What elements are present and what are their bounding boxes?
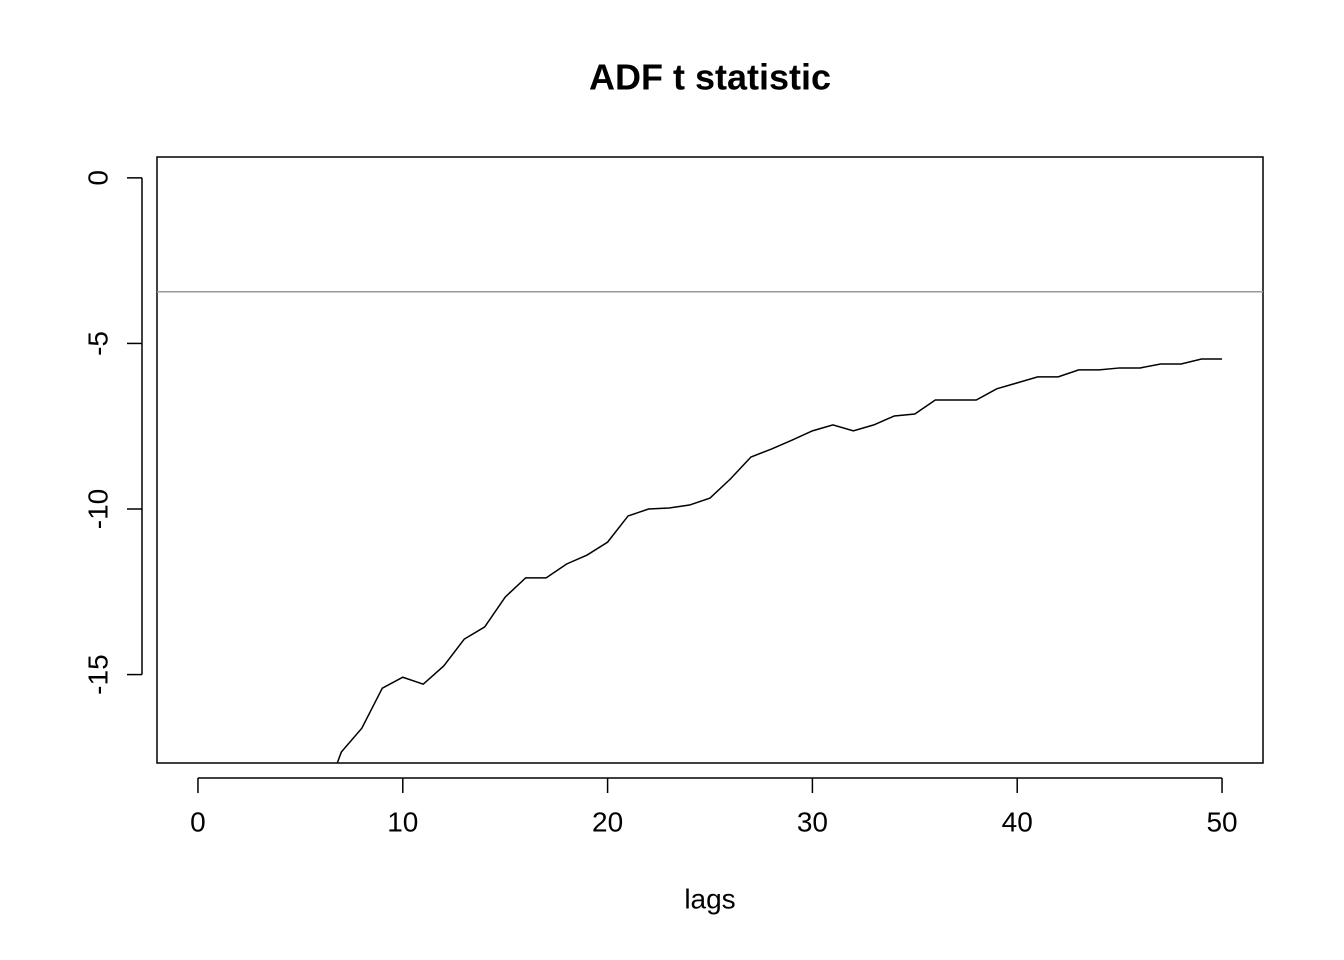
y-tick-label: -15 bbox=[82, 654, 113, 694]
x-tick-label: 30 bbox=[797, 806, 828, 837]
plot-area bbox=[336, 358, 1223, 763]
y-tick-label: 0 bbox=[82, 170, 113, 186]
x-tick-label: 50 bbox=[1206, 806, 1237, 837]
x-tick-label: 40 bbox=[1002, 806, 1033, 837]
x-tick-label: 10 bbox=[387, 806, 418, 837]
y-tick-label: -5 bbox=[82, 331, 113, 356]
y-tick-label: -10 bbox=[82, 489, 113, 529]
x-tick-label: 0 bbox=[190, 806, 206, 837]
x-axis-title: lags bbox=[684, 883, 735, 914]
plot-frame bbox=[156, 156, 1264, 764]
x-tick-label: 20 bbox=[592, 806, 623, 837]
data-line bbox=[336, 358, 1223, 763]
chart-title: ADF t statistic bbox=[589, 57, 831, 98]
